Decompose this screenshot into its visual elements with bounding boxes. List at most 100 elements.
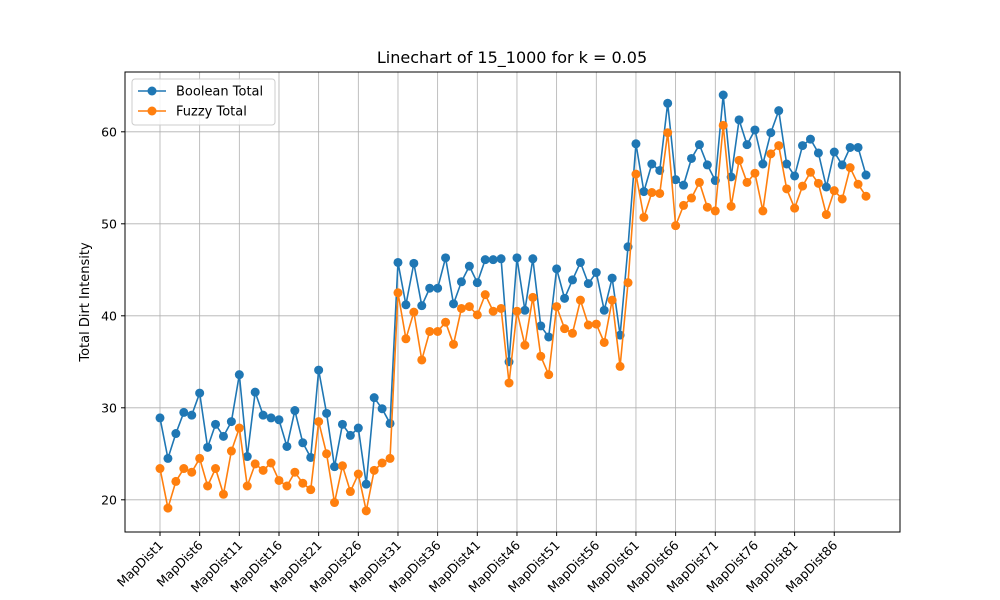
- data-point: [433, 326, 443, 336]
- data-point: [171, 429, 181, 439]
- data-point: [742, 140, 752, 150]
- data-point: [417, 355, 427, 365]
- data-point: [290, 406, 300, 416]
- data-point: [226, 417, 236, 427]
- data-point: [552, 302, 562, 312]
- data-point: [449, 299, 459, 309]
- data-point: [591, 268, 601, 278]
- data-point: [353, 469, 363, 479]
- data-point: [242, 481, 252, 491]
- data-point: [345, 487, 355, 497]
- y-tick-label: 50: [101, 216, 117, 231]
- data-point: [671, 175, 681, 185]
- data-point: [512, 306, 522, 316]
- data-point: [805, 134, 815, 144]
- data-point: [361, 479, 371, 489]
- data-point: [488, 255, 498, 265]
- data-point: [631, 169, 641, 179]
- y-axis-label: Total Dirt Intensity: [78, 242, 93, 363]
- data-point: [552, 264, 562, 274]
- data-point: [750, 125, 760, 135]
- data-point: [631, 139, 641, 149]
- data-point: [456, 277, 466, 287]
- legend-swatch-marker: [147, 106, 157, 116]
- data-point: [242, 452, 252, 462]
- data-point: [528, 254, 538, 264]
- data-point: [798, 141, 808, 151]
- data-point: [330, 462, 340, 472]
- data-point: [702, 202, 712, 212]
- data-point: [496, 254, 506, 264]
- data-point: [845, 163, 855, 173]
- data-point: [187, 467, 197, 477]
- data-point: [425, 283, 435, 293]
- data-point: [647, 188, 657, 198]
- data-point: [536, 321, 546, 331]
- data-point: [583, 279, 593, 289]
- data-point: [155, 464, 165, 474]
- data-point: [750, 168, 760, 178]
- data-point: [512, 253, 522, 263]
- data-point: [377, 404, 387, 414]
- data-point: [607, 295, 617, 305]
- data-point: [441, 253, 451, 263]
- data-point: [274, 415, 284, 425]
- data-point: [163, 503, 173, 513]
- data-point: [369, 393, 379, 403]
- data-point: [480, 290, 490, 300]
- data-point: [314, 365, 324, 375]
- legend-label: Fuzzy Total: [176, 105, 247, 120]
- data-point: [774, 141, 784, 151]
- legend-item: Boolean Total: [138, 85, 263, 100]
- data-point: [179, 464, 189, 474]
- y-tick-label: 40: [101, 308, 117, 323]
- data-point: [298, 438, 308, 448]
- data-point: [234, 370, 244, 380]
- data-point: [250, 387, 260, 397]
- data-point: [853, 179, 863, 189]
- data-point: [734, 155, 744, 165]
- data-point: [560, 293, 570, 303]
- data-point: [655, 188, 665, 198]
- data-point: [393, 288, 403, 298]
- data-point: [203, 481, 213, 491]
- data-point: [623, 278, 633, 288]
- data-point: [393, 257, 403, 267]
- data-point: [679, 180, 689, 190]
- data-point: [829, 147, 839, 157]
- data-point: [861, 170, 871, 180]
- data-point: [560, 324, 570, 334]
- data-point: [298, 478, 308, 488]
- data-point: [821, 182, 831, 192]
- data-point: [211, 464, 221, 474]
- data-point: [591, 319, 601, 329]
- data-point: [433, 283, 443, 293]
- data-point: [679, 200, 689, 210]
- y-tick-label: 60: [101, 124, 117, 139]
- data-point: [671, 221, 681, 231]
- data-point: [234, 423, 244, 433]
- data-point: [702, 160, 712, 170]
- data-point: [187, 410, 197, 420]
- y-tick-label: 20: [101, 492, 117, 507]
- data-point: [694, 177, 704, 187]
- data-point: [607, 273, 617, 283]
- data-point: [790, 171, 800, 181]
- data-point: [583, 320, 593, 330]
- series-fuzzy-total: [155, 120, 871, 516]
- legend-box: [131, 78, 276, 126]
- data-point: [330, 498, 340, 508]
- data-point: [798, 181, 808, 191]
- series-layer: [155, 90, 871, 516]
- data-point: [322, 449, 332, 459]
- data-point: [575, 257, 585, 267]
- data-point: [401, 300, 411, 310]
- data-point: [758, 206, 768, 216]
- data-point: [639, 187, 649, 197]
- data-point: [821, 210, 831, 220]
- data-point: [734, 115, 744, 125]
- data-point: [203, 442, 213, 452]
- data-point: [409, 307, 419, 317]
- legend-swatch-marker: [147, 86, 157, 96]
